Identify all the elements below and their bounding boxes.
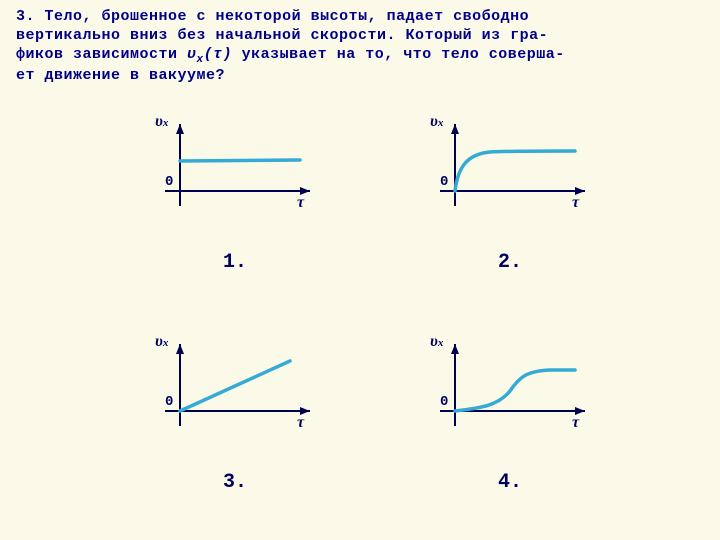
q-line2: вертикально вниз без начальной скорости.… <box>16 27 548 44</box>
y-axis-label: υx <box>430 113 443 131</box>
zero-label: 0 <box>165 174 173 190</box>
q-line1: Тело, брошенное с некоторой высоты, пада… <box>45 8 530 25</box>
y-axis-label: υx <box>155 113 168 131</box>
x-axis-label: τ <box>572 414 579 432</box>
q-arg: (τ) <box>204 46 233 63</box>
chart-3: υx 0 τ <box>145 336 325 486</box>
x-axis-label: τ <box>297 414 304 432</box>
q-number: 3. <box>16 8 35 25</box>
zero-label: 0 <box>440 174 448 190</box>
curve-4 <box>455 370 575 411</box>
y-axis-label: υx <box>155 333 168 351</box>
curve-1 <box>180 160 300 161</box>
chart-caption-1: 1. <box>145 251 325 274</box>
x-axis-label: τ <box>297 194 304 212</box>
q-line4: ет движение в вакууме? <box>16 67 225 84</box>
zero-label: 0 <box>440 394 448 410</box>
q-var: υ <box>187 46 197 63</box>
y-axis-label: υx <box>430 333 443 351</box>
curve-3 <box>180 361 290 411</box>
question-text: 3. Тело, брошенное с некоторой высоты, п… <box>0 0 720 86</box>
q-line3a: фиков зависимости <box>16 46 187 63</box>
chart-1: υx 0 τ <box>145 116 325 266</box>
chart-caption-3: 3. <box>145 471 325 494</box>
curve-2 <box>455 151 575 191</box>
chart-caption-2: 2. <box>420 251 600 274</box>
chart-4: υx 0 τ <box>420 336 600 486</box>
charts-grid: υx 0 τ 1. υx 0 τ 2. υx 0 τ 3. υx 0 τ 4. <box>0 86 720 526</box>
q-line3b: указывает на то, что тело соверша- <box>232 46 565 63</box>
chart-2: υx 0 τ <box>420 116 600 266</box>
zero-label: 0 <box>165 394 173 410</box>
q-var-sub: x <box>197 54 204 66</box>
chart-caption-4: 4. <box>420 471 600 494</box>
x-axis-label: τ <box>572 194 579 212</box>
